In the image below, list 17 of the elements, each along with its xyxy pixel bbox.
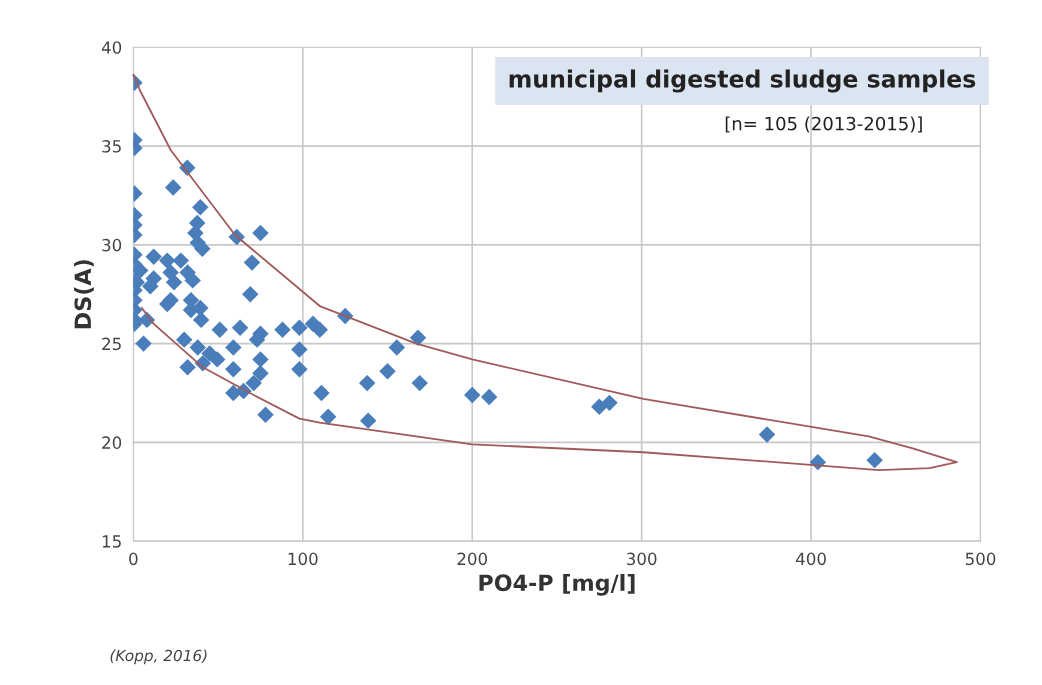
y-tick-label: 30 [102,238,122,252]
x-tick-label: 100 [288,552,318,566]
x-tick-label: 500 [965,552,996,566]
y-tick-label: 20 [102,436,122,449]
text: municipal digested sludge samples [509,69,976,93]
x-tick-label: 300 [627,552,657,566]
x-tick-label: 0 [129,552,138,566]
y-tick-label: 35 [102,140,121,153]
y-tick-label: 25 [102,337,121,351]
x-tick-label: 400 [796,552,826,566]
y-axis-title: DS(A) [74,260,94,329]
x-axis-title: PO4-P [mg/l] [479,573,635,596]
x-tick-label: 200 [457,552,488,566]
text: (Kopp, 2016) [110,649,207,665]
y-tick-label: 15 [102,535,121,548]
text: [n= 105 (2013-2015)] [725,116,922,133]
y-tick-label: 40 [101,41,122,54]
